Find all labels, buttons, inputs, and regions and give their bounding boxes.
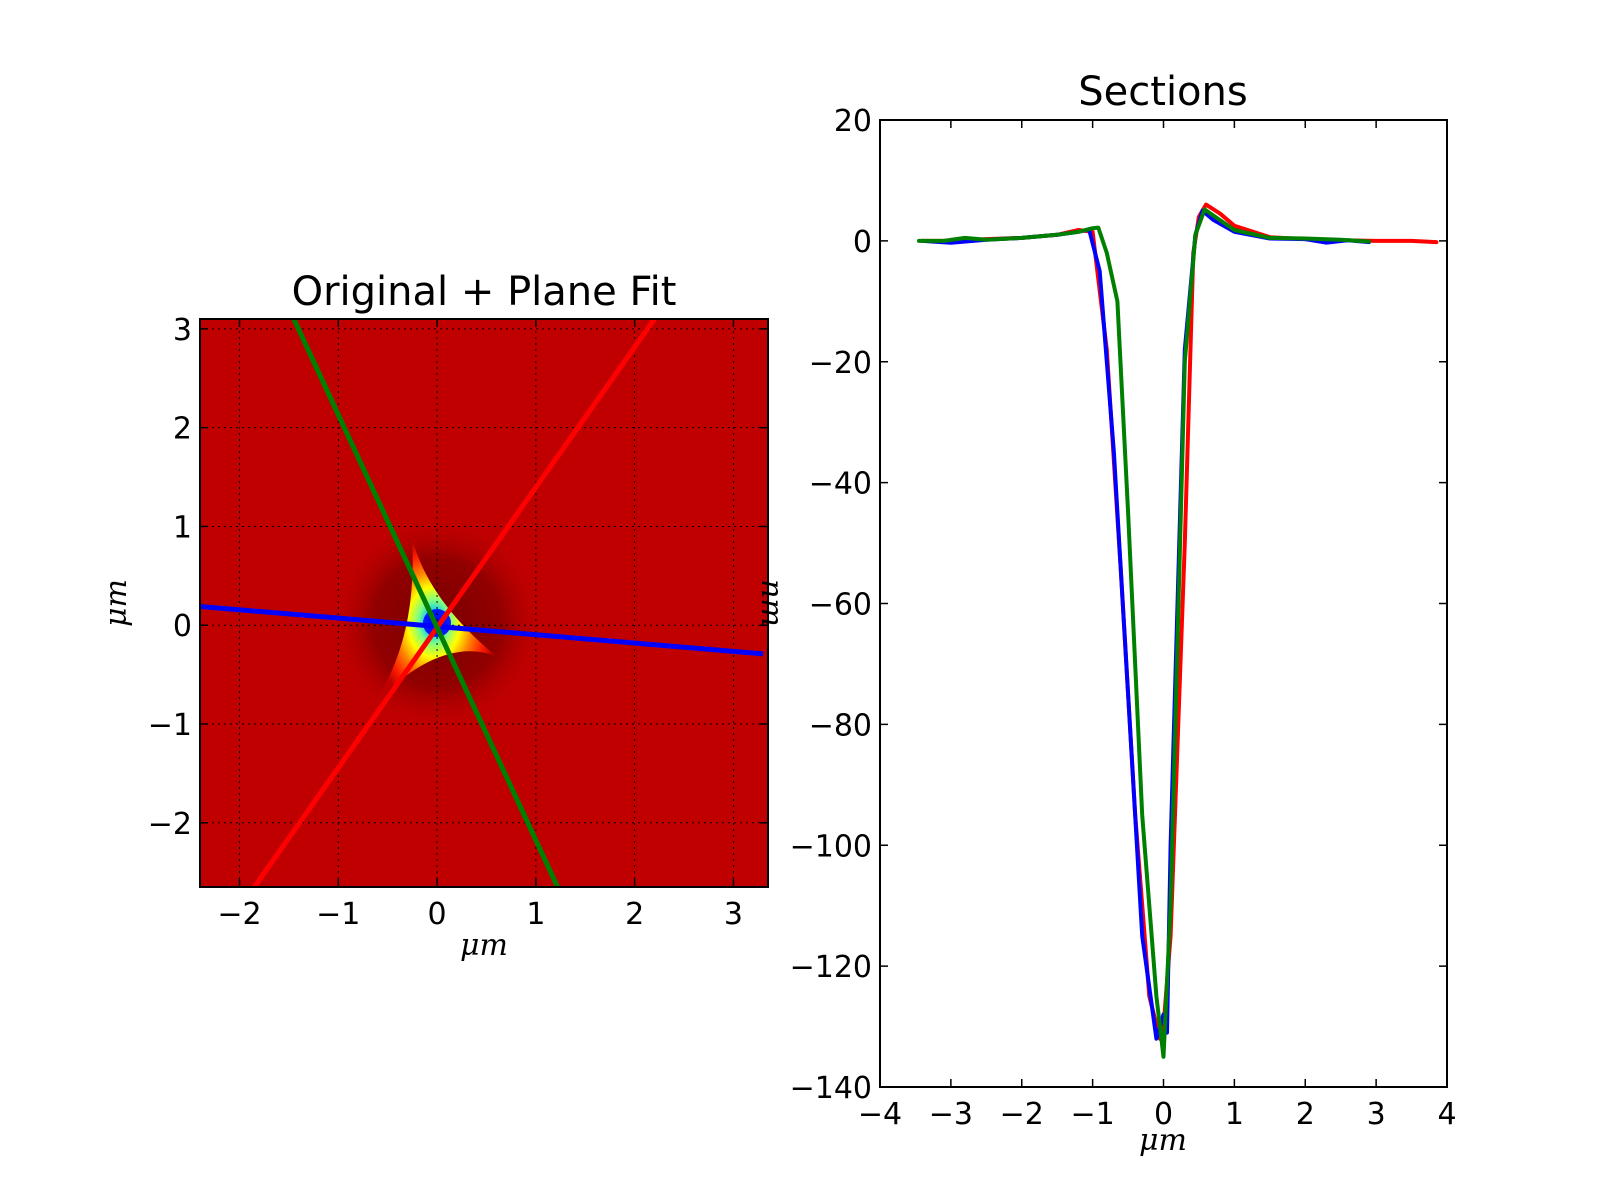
heatmap-title: Original + Plane Fit	[292, 269, 677, 315]
y-tick-label: −140	[790, 1071, 872, 1106]
y-tick-label: 0	[173, 609, 192, 644]
heatmap-axes: −2 −1 0 1 2 3 −2 −1 0 1 2 3 Original + Plane Fit μm…	[99, 269, 769, 963]
section-line-1	[200, 603, 764, 657]
sections-plot-area	[880, 120, 1447, 1087]
y-tick-label: −2	[148, 807, 192, 842]
heatmap-xlabel: μm	[460, 928, 508, 963]
sections-xlabel: μm	[1139, 1123, 1187, 1158]
y-tick-label: −60	[809, 588, 872, 623]
x-tick-label: 4	[1437, 1097, 1456, 1132]
y-tick-label: 1	[173, 510, 192, 545]
sections-title: Sections	[1078, 69, 1247, 115]
sections-series	[917, 202, 1439, 1059]
y-tick-label: −120	[790, 950, 872, 985]
y-tick-label: 0	[853, 225, 872, 260]
section-line-2	[252, 319, 657, 887]
heatmap-frame	[199, 318, 769, 888]
x-tick-label: −1	[1071, 1097, 1115, 1132]
sections-ticks: −4 −3 −2 −1 0 1 2 3 4 −140 −120 −100 −80 −60 −40 −20 0 20	[790, 104, 1457, 1132]
x-tick-label: −2	[217, 897, 261, 932]
x-tick-label: 2	[625, 897, 644, 932]
x-tick-label: 3	[1367, 1097, 1386, 1132]
y-tick-label: −100	[790, 829, 872, 864]
x-tick-label: 0	[1154, 1097, 1173, 1132]
sections-ylabel: nm	[754, 579, 789, 627]
x-tick-label: −3	[929, 1097, 973, 1132]
heatmap-ticks: −2 −1 0 1 2 3 −2 −1 0 1 2 3	[148, 313, 768, 932]
section-series-3	[917, 207, 1371, 1059]
y-tick-label: −80	[809, 708, 872, 743]
x-tick-label: −4	[858, 1097, 902, 1132]
x-tick-label: 1	[526, 897, 545, 932]
y-tick-label: −40	[809, 467, 872, 502]
section-line-3	[291, 319, 560, 887]
x-tick-label: 0	[428, 897, 447, 932]
x-tick-label: 1	[1225, 1097, 1244, 1132]
y-tick-label: 2	[173, 412, 192, 447]
y-tick-label: 20	[834, 104, 872, 139]
y-tick-label: −20	[809, 346, 872, 381]
x-tick-label: 2	[1296, 1097, 1315, 1132]
section-lines	[200, 319, 764, 887]
y-tick-label: 3	[173, 313, 192, 348]
y-tick-label: −1	[148, 708, 192, 743]
x-tick-label: −2	[1000, 1097, 1044, 1132]
sections-axes: −4 −3 −2 −1 0 1 2 3 4 −140 −120 −100 −80 −60 −40 −20 0 20…	[754, 69, 1457, 1158]
x-tick-label: −1	[316, 897, 360, 932]
x-tick-label: 3	[724, 897, 743, 932]
heatmap-ylabel: μm	[99, 579, 134, 627]
